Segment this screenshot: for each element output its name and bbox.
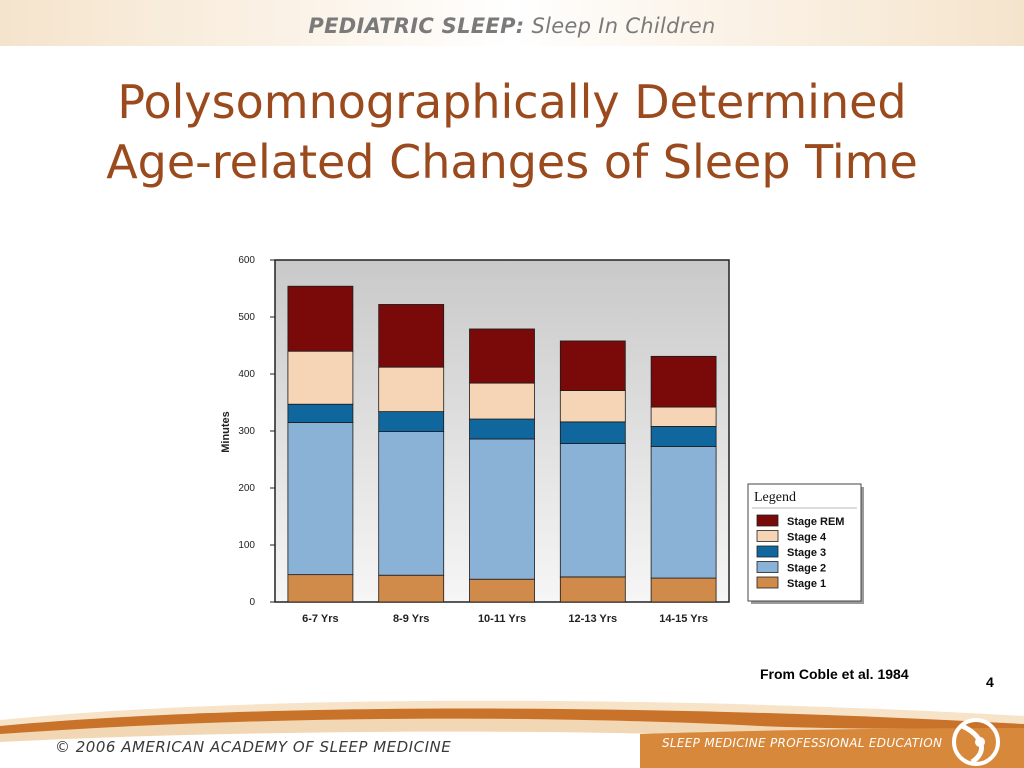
bar-segment-stage-1 xyxy=(287,574,354,603)
slide-title-line1: Polysomnographically Determined xyxy=(117,75,907,129)
x-tick-label: 14-15 Yrs xyxy=(659,613,708,625)
bar-segment-stage-4 xyxy=(287,350,354,405)
legend-entry-label: Stage 4 xyxy=(787,532,827,544)
bar-segment-stage-1 xyxy=(378,574,445,603)
bar-segment-stage-rem xyxy=(378,304,445,368)
bar-segment-stage-1 xyxy=(469,578,535,603)
legend-swatch xyxy=(756,545,779,558)
y-tick-label: 200 xyxy=(238,483,255,494)
y-tick-label: 400 xyxy=(238,369,255,380)
bar-segment-stage-1 xyxy=(650,577,717,603)
legend-entry-label: Stage REM xyxy=(787,516,844,528)
bar-segment-stage-3 xyxy=(650,426,717,447)
legend-swatch xyxy=(756,576,779,589)
header-title-rest: Sleep In Children xyxy=(524,14,716,38)
footer-copyright: © 2006 AMERICAN ACADEMY OF SLEEP MEDICIN… xyxy=(55,738,452,756)
y-tick-label: 0 xyxy=(249,597,255,608)
bar-segment-stage-4 xyxy=(650,406,717,427)
bar-segment-stage-3 xyxy=(559,421,626,444)
header-title: PEDIATRIC SLEEP: Sleep In Children xyxy=(0,14,1024,38)
bar-segment-stage-2 xyxy=(469,438,535,580)
bar-segment-stage-2 xyxy=(650,445,717,579)
legend-entry-label: Stage 3 xyxy=(787,547,826,559)
bar-segment-stage-4 xyxy=(469,382,535,420)
bar-segment-stage-4 xyxy=(378,366,445,413)
x-tick-label: 10-11 Yrs xyxy=(478,613,526,625)
bar-segment-stage-rem xyxy=(469,328,535,384)
bar-segment-stage-rem xyxy=(287,285,354,352)
bar-segment-stage-3 xyxy=(469,418,535,440)
footer-program: SLEEP MEDICINE PROFESSIONAL EDUCATION xyxy=(662,736,943,750)
header-title-bold: PEDIATRIC SLEEP: xyxy=(308,14,525,38)
bar-segment-stage-2 xyxy=(378,431,445,576)
y-tick-label: 600 xyxy=(238,255,255,266)
legend-swatch xyxy=(756,561,779,573)
y-tick-label: 300 xyxy=(238,426,255,437)
legend-entry-label: Stage 1 xyxy=(787,578,826,590)
x-tick-label: 6-7 Yrs xyxy=(302,613,339,625)
y-tick-label: 100 xyxy=(238,540,255,551)
x-tick-label: 12-13 Yrs xyxy=(568,613,617,625)
legend-swatch xyxy=(756,514,779,527)
page-number: 4 xyxy=(986,674,994,690)
legend-swatch xyxy=(756,530,779,542)
bar-segment-stage-rem xyxy=(650,355,717,408)
x-tick-label: 8-9 Yrs xyxy=(393,613,430,625)
legend-entry-label: Stage 2 xyxy=(787,563,826,575)
aasm-logo-icon xyxy=(952,718,1000,766)
bar-segment-stage-4 xyxy=(559,390,626,423)
y-axis-label: Minutes xyxy=(220,411,232,453)
legend-title: Legend xyxy=(754,490,796,505)
bar-segment-stage-3 xyxy=(287,403,354,423)
bar-segment-stage-3 xyxy=(378,411,445,432)
bar-segment-stage-2 xyxy=(559,443,626,578)
bar-segment-stage-2 xyxy=(287,422,354,576)
header-band xyxy=(0,0,1024,46)
citation: From Coble et al. 1984 xyxy=(760,666,909,682)
bar-segment-stage-rem xyxy=(559,340,626,391)
slide-title: Polysomnographically Determined Age-rela… xyxy=(0,72,1024,192)
footer-swoosh xyxy=(0,700,1024,768)
slide-title-line2: Age-related Changes of Sleep Time xyxy=(106,135,918,189)
y-tick-label: 500 xyxy=(238,312,255,323)
bar-segment-stage-1 xyxy=(559,576,626,603)
